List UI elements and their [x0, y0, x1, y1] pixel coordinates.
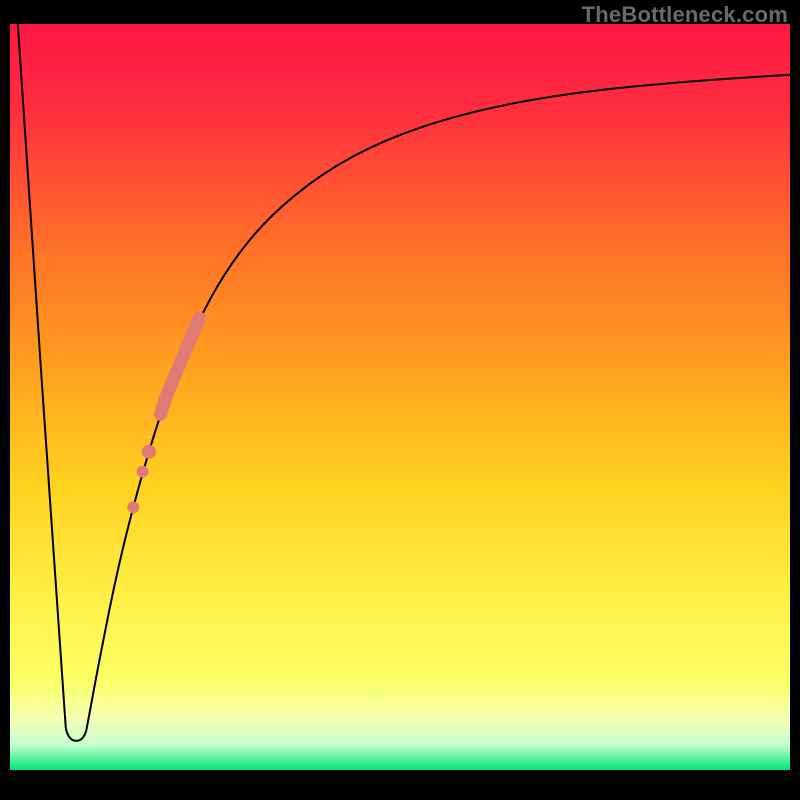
watermark-text: TheBottleneck.com: [582, 2, 788, 28]
chart-container: TheBottleneck.com: [0, 0, 800, 800]
highlight-dot: [142, 445, 156, 459]
highlight-dot: [127, 501, 139, 513]
bottleneck-chart: [0, 0, 800, 800]
highlight-dot: [137, 466, 149, 478]
